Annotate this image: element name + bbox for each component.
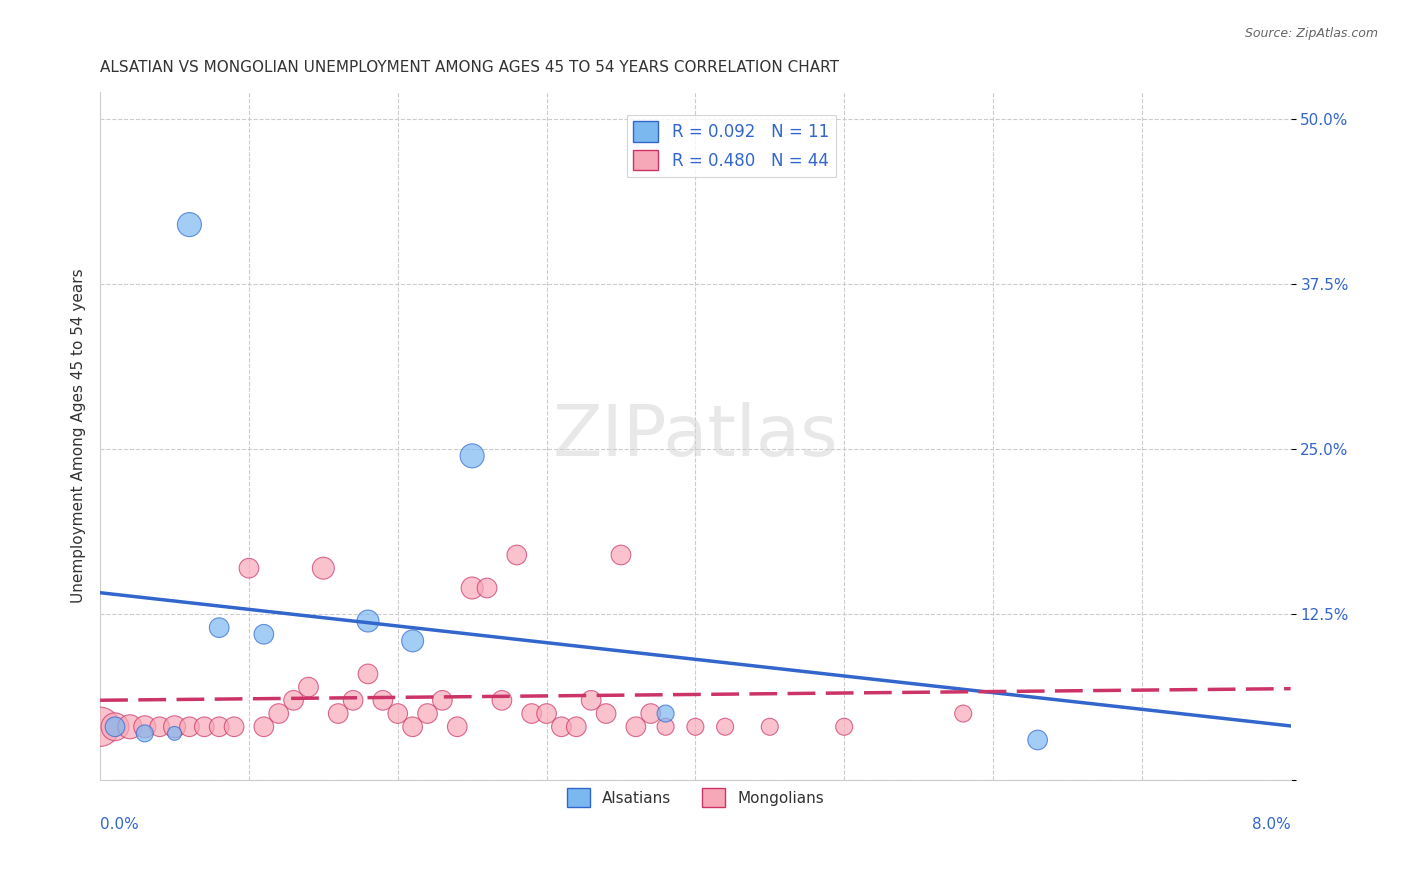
Point bbox=[297, 680, 319, 694]
Point bbox=[432, 693, 454, 707]
Point bbox=[283, 693, 305, 707]
Point bbox=[208, 720, 231, 734]
Point bbox=[520, 706, 543, 721]
Text: Source: ZipAtlas.com: Source: ZipAtlas.com bbox=[1244, 27, 1378, 40]
Text: ZIPatlas: ZIPatlas bbox=[553, 401, 838, 470]
Point bbox=[163, 720, 186, 734]
Text: ALSATIAN VS MONGOLIAN UNEMPLOYMENT AMONG AGES 45 TO 54 YEARS CORRELATION CHART: ALSATIAN VS MONGOLIAN UNEMPLOYMENT AMONG… bbox=[100, 60, 839, 75]
Point bbox=[179, 720, 201, 734]
Point bbox=[565, 720, 588, 734]
Point bbox=[357, 614, 380, 628]
Text: 0.0%: 0.0% bbox=[100, 817, 139, 832]
Point bbox=[610, 548, 633, 562]
Point bbox=[253, 627, 276, 641]
Point bbox=[685, 720, 707, 734]
Point bbox=[149, 720, 172, 734]
Point bbox=[1026, 733, 1049, 747]
Y-axis label: Unemployment Among Ages 45 to 54 years: Unemployment Among Ages 45 to 54 years bbox=[72, 268, 86, 603]
Point bbox=[506, 548, 529, 562]
Point bbox=[832, 720, 855, 734]
Point bbox=[758, 720, 780, 734]
Point bbox=[208, 621, 231, 635]
Point bbox=[387, 706, 409, 721]
Point bbox=[401, 720, 423, 734]
Point bbox=[89, 720, 111, 734]
Point bbox=[134, 726, 156, 740]
Point bbox=[253, 720, 276, 734]
Point bbox=[401, 633, 423, 648]
Point bbox=[267, 706, 290, 721]
Point bbox=[163, 726, 186, 740]
Point bbox=[714, 720, 737, 734]
Point bbox=[640, 706, 662, 721]
Point bbox=[342, 693, 364, 707]
Point bbox=[328, 706, 350, 721]
Point bbox=[579, 693, 602, 707]
Point bbox=[461, 581, 484, 595]
Point bbox=[193, 720, 215, 734]
Point bbox=[222, 720, 245, 734]
Point bbox=[104, 720, 127, 734]
Point bbox=[104, 720, 127, 734]
Legend: Alsatians, Mongolians: Alsatians, Mongolians bbox=[561, 782, 830, 814]
Point bbox=[179, 218, 201, 232]
Point bbox=[416, 706, 439, 721]
Point bbox=[550, 720, 572, 734]
Point bbox=[491, 693, 513, 707]
Point bbox=[357, 666, 380, 681]
Point bbox=[654, 706, 676, 721]
Point bbox=[952, 706, 974, 721]
Point bbox=[624, 720, 647, 734]
Point bbox=[134, 720, 156, 734]
Point bbox=[654, 720, 676, 734]
Point bbox=[312, 561, 335, 575]
Point bbox=[118, 720, 141, 734]
Point bbox=[536, 706, 558, 721]
Point bbox=[475, 581, 498, 595]
Point bbox=[461, 449, 484, 463]
Point bbox=[446, 720, 468, 734]
Point bbox=[595, 706, 617, 721]
Point bbox=[371, 693, 394, 707]
Text: 8.0%: 8.0% bbox=[1251, 817, 1291, 832]
Point bbox=[238, 561, 260, 575]
